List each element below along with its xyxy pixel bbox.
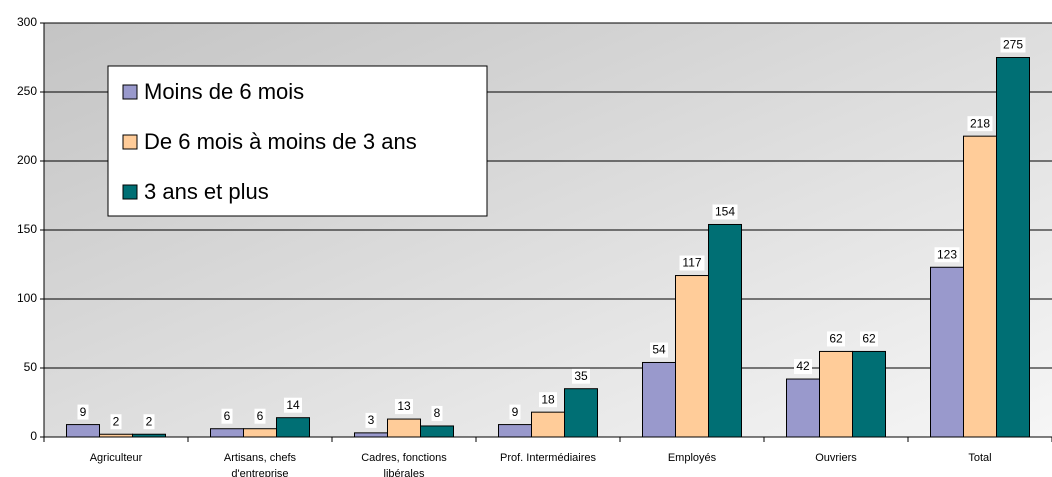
x-tick-label-line: d'entreprise [231,468,288,477]
data-label: 3 [368,413,375,427]
bar [531,411,565,438]
bar [675,275,709,438]
data-label: 2 [146,414,153,428]
bar [354,432,388,438]
bar [243,428,277,438]
y-tick-label: 200 [17,153,37,167]
bar [996,57,1030,438]
x-tick-label: Employés [668,452,717,464]
bar [852,350,886,438]
y-tick-label: 250 [17,84,37,98]
bar [564,388,598,438]
legend-swatch [122,84,138,100]
data-label-bg [860,331,878,347]
bar [498,424,532,438]
data-label-bg [572,368,590,384]
data-label-bg [1000,37,1026,53]
bar [276,417,310,438]
y-tick-label: 0 [30,429,37,443]
bar [786,378,820,438]
data-label-bg [967,116,993,132]
data-label-bg [221,408,233,424]
data-label-bg [395,399,413,415]
data-label: 9 [80,405,87,419]
data-label-bg [827,331,845,347]
data-label: 62 [829,332,843,346]
data-label-bg [712,204,738,220]
data-label: 35 [574,369,588,383]
bar [642,361,676,438]
data-label-bg [254,408,266,424]
x-tick-label: Prof. Intermédiaires [500,452,596,464]
x-tick-label: Total [968,452,991,464]
x-tick-label: Cadres, fonctions libérales [361,452,447,477]
bar [387,418,421,438]
bar [420,425,454,438]
data-label-bg [794,359,812,375]
data-label: 13 [397,399,411,413]
bar [210,428,244,438]
data-label-bg [284,397,302,413]
data-label-bg [143,414,155,430]
legend-swatch [122,134,138,150]
data-label: 6 [257,409,264,423]
y-tick-label: 50 [24,360,38,374]
data-label-bg [365,412,377,428]
data-label-bg [539,392,557,408]
y-tick-label: 150 [17,222,37,236]
bar [963,135,997,438]
data-label-bg [110,414,122,430]
data-label: 62 [862,332,876,346]
data-label: 14 [286,398,300,412]
x-tick-label-line: libérales [384,468,425,477]
legend-label: 3 ans et plus [144,179,269,204]
legend-label: Moins de 6 mois [144,79,304,104]
data-label-bg [679,255,705,271]
x-tick-label: Agriculteur [90,452,143,464]
data-label: 8 [434,406,441,420]
x-tick-label-line: Cadres, fonctions [361,452,447,464]
data-label: 54 [652,343,666,357]
bar [708,223,742,438]
data-label-bg [934,247,960,263]
x-tick-label: Artisans, chefs d'entreprise [224,452,297,477]
legend-swatch [122,184,138,200]
data-label-bg [431,405,443,421]
legend-label: De 6 mois à moins de 3 ans [144,129,417,154]
data-label: 6 [224,409,231,423]
data-label-bg [509,404,521,420]
bar [930,266,964,438]
legend [107,65,488,217]
data-label: 275 [1003,38,1023,52]
data-label: 42 [796,359,810,373]
x-tick-label-line: Artisans, chefs [224,452,297,464]
y-tick-label: 300 [17,15,37,29]
y-tick-label: 100 [17,291,37,305]
bar [819,350,853,438]
data-label: 117 [682,256,701,270]
data-label: 9 [512,405,519,419]
data-label-bg [77,404,89,420]
data-label: 154 [715,205,735,219]
bar [66,424,100,438]
data-label: 123 [937,247,957,261]
data-label: 2 [113,414,120,428]
data-label: 218 [970,116,990,130]
data-label-bg [650,342,668,358]
x-tick-label: Ouvriers [815,452,857,464]
data-label: 18 [541,392,555,406]
